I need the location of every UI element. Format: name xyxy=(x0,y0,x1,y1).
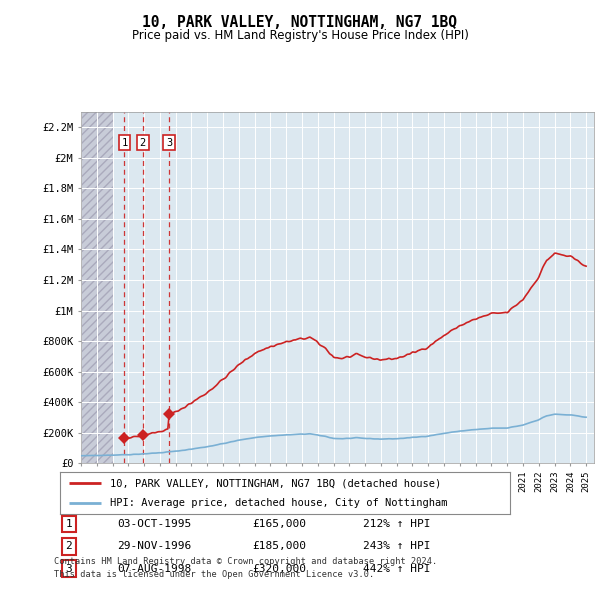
Text: 29-NOV-1996: 29-NOV-1996 xyxy=(117,542,191,551)
Text: This data is licensed under the Open Government Licence v3.0.: This data is licensed under the Open Gov… xyxy=(54,571,374,579)
Text: £320,000: £320,000 xyxy=(252,564,306,573)
Text: 1: 1 xyxy=(65,519,73,529)
Text: 10, PARK VALLEY, NOTTINGHAM, NG7 1BQ: 10, PARK VALLEY, NOTTINGHAM, NG7 1BQ xyxy=(143,15,458,30)
Text: 07-AUG-1998: 07-AUG-1998 xyxy=(117,564,191,573)
Text: 442% ↑ HPI: 442% ↑ HPI xyxy=(363,564,431,573)
Text: 1: 1 xyxy=(121,137,128,148)
Text: £165,000: £165,000 xyxy=(252,519,306,529)
Text: 243% ↑ HPI: 243% ↑ HPI xyxy=(363,542,431,551)
Text: 2: 2 xyxy=(65,542,73,551)
Text: 2: 2 xyxy=(140,137,146,148)
Text: 3: 3 xyxy=(65,564,73,573)
Text: £185,000: £185,000 xyxy=(252,542,306,551)
Text: 212% ↑ HPI: 212% ↑ HPI xyxy=(363,519,431,529)
Text: 3: 3 xyxy=(166,137,172,148)
Text: Contains HM Land Registry data © Crown copyright and database right 2024.: Contains HM Land Registry data © Crown c… xyxy=(54,558,437,566)
Text: 03-OCT-1995: 03-OCT-1995 xyxy=(117,519,191,529)
Text: 10, PARK VALLEY, NOTTINGHAM, NG7 1BQ (detached house): 10, PARK VALLEY, NOTTINGHAM, NG7 1BQ (de… xyxy=(110,478,441,489)
Text: Price paid vs. HM Land Registry's House Price Index (HPI): Price paid vs. HM Land Registry's House … xyxy=(131,30,469,42)
Text: HPI: Average price, detached house, City of Nottingham: HPI: Average price, detached house, City… xyxy=(110,498,447,508)
